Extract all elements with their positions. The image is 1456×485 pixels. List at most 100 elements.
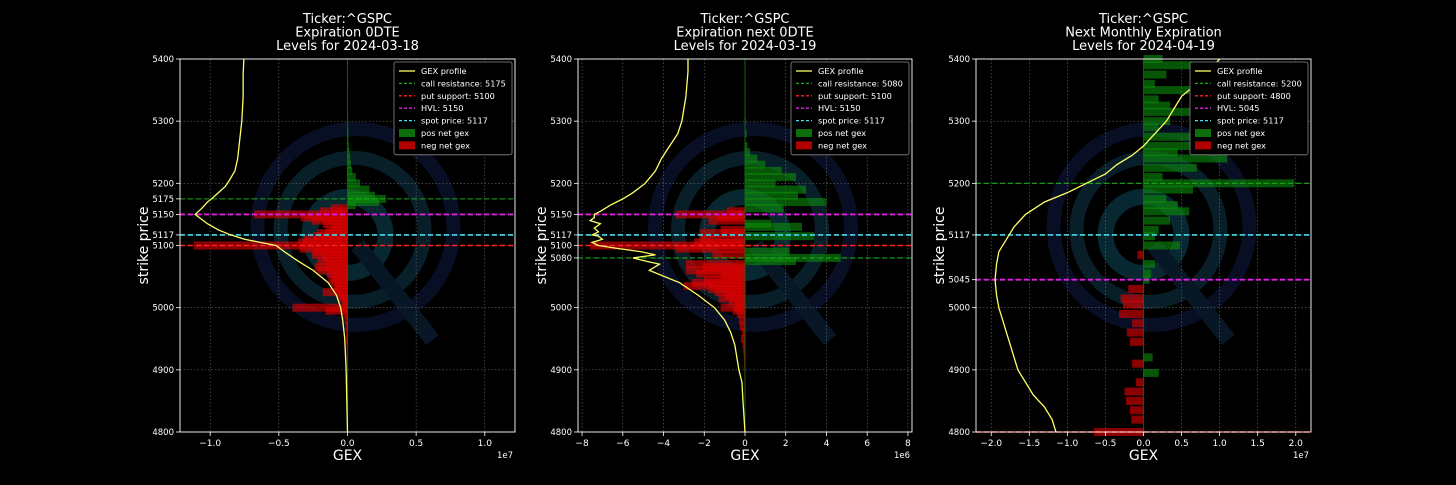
chart-panel-3: −2.0 −1.5 −1.0 −0.5 0.0 0.5 1.0 1.5 2.0 4800 4900 5… — [932, 12, 1312, 464]
pos-gex-bar — [745, 166, 782, 175]
x-axis-label: GEX — [1129, 448, 1159, 464]
pos-gex-bar — [745, 142, 748, 151]
chart-title-line: Levels for 2024-04-19 — [1072, 39, 1215, 54]
pos-gex-bar — [1143, 232, 1155, 241]
chart-title-line: Expiration 0DTE — [295, 26, 400, 41]
legend-label: GEX profile — [818, 66, 864, 76]
pos-gex-bar — [1143, 154, 1228, 163]
pos-gex-bar — [1143, 95, 1159, 104]
x-tick-label: 6 — [864, 439, 870, 449]
neg-gex-bar — [344, 316, 348, 325]
watermark-tail — [351, 239, 439, 345]
pos-gex-bar — [1143, 117, 1171, 126]
pos-gex-bar — [1143, 185, 1193, 194]
neg-gex-bar — [1119, 309, 1144, 318]
x-multiplier-label: 1e7 — [1293, 451, 1309, 461]
neg-gex-bar — [675, 244, 745, 253]
pos-gex-bar — [1143, 353, 1153, 362]
pos-gex-bar — [1143, 260, 1155, 269]
x-axis-label: GEX — [333, 448, 363, 464]
gex-profile-line — [588, 59, 746, 433]
y-tick-label: 5000 — [550, 304, 572, 314]
pos-gex-bar — [1143, 368, 1159, 377]
pos-gex-bar — [1143, 148, 1178, 157]
legend-label: HVL: 5045 — [1217, 103, 1260, 113]
watermark-ring-outer — [250, 121, 461, 332]
pos-gex-bar — [1143, 79, 1155, 88]
x-tick-label: 0.0 — [340, 439, 355, 449]
pos-gex-bar — [745, 257, 796, 266]
y-tick-label: 5080 — [550, 254, 572, 264]
neg-gex-bar — [739, 322, 745, 331]
pos-gex-bar — [1143, 216, 1171, 225]
neg-gex-bar — [1132, 359, 1144, 368]
legend-swatch — [399, 141, 415, 150]
y-tick-label: 5150 — [550, 210, 572, 220]
y-tick-label: 4800 — [550, 428, 572, 438]
legend-label: put support: 4800 — [1217, 91, 1291, 101]
x-tick-label: −8 — [575, 439, 589, 449]
pos-gex-bar — [347, 179, 360, 188]
x-tick-label: 1.0 — [1212, 439, 1227, 449]
x-tick-label: 8 — [905, 439, 911, 449]
legend-swatch — [399, 129, 415, 137]
legend-swatch — [1195, 129, 1211, 137]
y-tick-label: 5000 — [152, 304, 174, 314]
pos-gex-bar — [1143, 132, 1201, 141]
pos-gex-bar — [745, 173, 796, 182]
legend-label: HVL: 5150 — [818, 103, 861, 113]
y-tick-label: 4900 — [550, 366, 572, 376]
pos-gex-bar — [745, 160, 766, 169]
legend-label: GEX profile — [1217, 66, 1263, 76]
legend-swatch — [796, 129, 812, 137]
neg-gex-bar — [343, 309, 348, 318]
x-tick-label: −1.0 — [1056, 439, 1078, 449]
neg-gex-bar — [743, 353, 745, 362]
legend-label: spot price: 5117 — [818, 116, 885, 126]
pos-gex-bar — [1143, 225, 1159, 234]
pos-gex-bar — [745, 129, 747, 138]
y-axis-label: strike price — [136, 207, 152, 285]
y-tick-label: 5117 — [550, 231, 572, 241]
pos-gex-bar — [347, 201, 356, 210]
pos-gex-bar — [745, 204, 784, 213]
neg-gex-bar — [736, 309, 745, 318]
neg-gex-bar — [741, 328, 745, 337]
legend-label: call resistance: 5080 — [818, 78, 903, 88]
pos-gex-bar — [347, 166, 353, 175]
pos-gex-bar — [745, 222, 803, 231]
pos-gex-bar — [347, 142, 349, 151]
y-tick-label: 5300 — [152, 117, 174, 127]
y-axis-label: strike price — [534, 207, 550, 285]
x-tick-label: 0.0 — [1136, 439, 1151, 449]
x-tick-label: −1.0 — [199, 439, 221, 449]
neg-gex-bar — [1129, 337, 1144, 346]
legend-label: call resistance: 5175 — [421, 78, 506, 88]
chart-title-line: Levels for 2024-03-18 — [276, 39, 419, 54]
pos-gex-bar — [347, 173, 356, 182]
gex-profile-line — [194, 58, 349, 433]
neg-gex-bar — [1135, 378, 1144, 387]
y-tick-label: 5200 — [152, 179, 174, 189]
x-multiplier-label: 1e6 — [894, 451, 910, 461]
legend-swatch — [1195, 141, 1211, 150]
pos-gex-bar — [745, 191, 798, 200]
pos-gex-bar — [1143, 123, 1159, 132]
x-tick-label: −0.5 — [268, 439, 290, 449]
neg-gex-bar — [1120, 294, 1144, 303]
x-tick-label: 2 — [783, 439, 789, 449]
pos-gex-bar — [347, 160, 351, 169]
watermark-ring-outer — [648, 121, 858, 332]
gex-profile-line — [994, 58, 1221, 433]
pos-gex-bar — [745, 247, 790, 256]
y-tick-label: 5200 — [550, 179, 572, 189]
x-tick-label: 4 — [824, 439, 830, 449]
chart-title-line: Ticker:^GSPC — [302, 12, 392, 27]
chart-title-line: Levels for 2024-03-19 — [674, 39, 817, 54]
y-tick-label: 5150 — [152, 210, 174, 220]
y-tick-label: 4800 — [152, 428, 174, 438]
y-tick-label: 5300 — [948, 117, 970, 127]
legend-label: put support: 5100 — [818, 91, 892, 101]
